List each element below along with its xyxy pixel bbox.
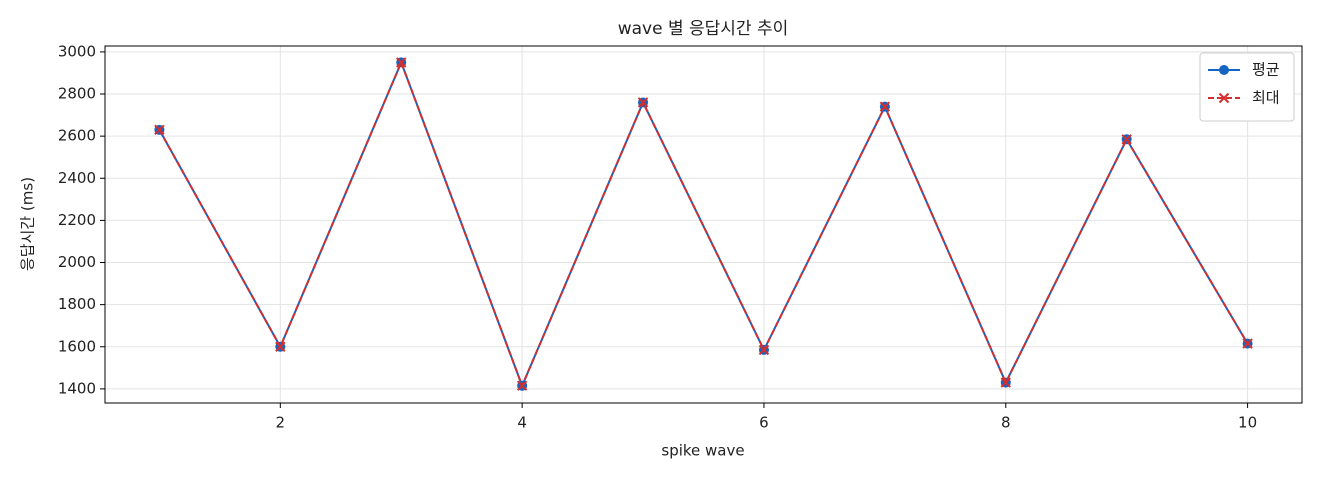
point	[1242, 338, 1253, 349]
legend-marker	[1219, 65, 1229, 75]
point	[516, 380, 528, 391]
x-axis-label: spike wave	[661, 442, 744, 460]
chart-title: wave 별 응답시간 추이	[618, 19, 789, 39]
y-tick-label: 2200	[58, 211, 96, 229]
point	[879, 101, 891, 112]
y-tick-label: 1600	[58, 337, 96, 355]
x-tick-label: 4	[517, 414, 527, 432]
x-tick-label: 10	[1238, 414, 1257, 432]
x-tick-label: 2	[276, 414, 286, 432]
y-tick-label: 2600	[58, 127, 96, 145]
point	[1000, 377, 1011, 388]
x-tick-label: 6	[759, 414, 769, 432]
legend-label: 평균	[1252, 61, 1280, 79]
y-axis-label: 응답시간 (ms)	[19, 177, 37, 271]
point	[1121, 134, 1132, 145]
point	[758, 344, 770, 356]
x-tick-label: 8	[1001, 414, 1011, 432]
y-tick-label: 2000	[58, 253, 96, 271]
legend-marker	[1218, 92, 1230, 104]
y-tick-label: 2800	[58, 85, 96, 103]
y-tick-label: 1400	[58, 379, 96, 397]
point	[275, 341, 286, 352]
plot-frame	[104, 45, 1303, 404]
point	[154, 124, 165, 136]
point	[637, 97, 649, 108]
point	[396, 57, 407, 68]
y-tick-label: 1800	[58, 295, 96, 313]
legend-label: 최대	[1252, 89, 1280, 107]
y-tick-label: 2400	[58, 169, 96, 187]
y-tick-label: 3000	[58, 42, 96, 60]
legend-box	[1199, 52, 1295, 122]
series-line	[158, 59, 1249, 389]
